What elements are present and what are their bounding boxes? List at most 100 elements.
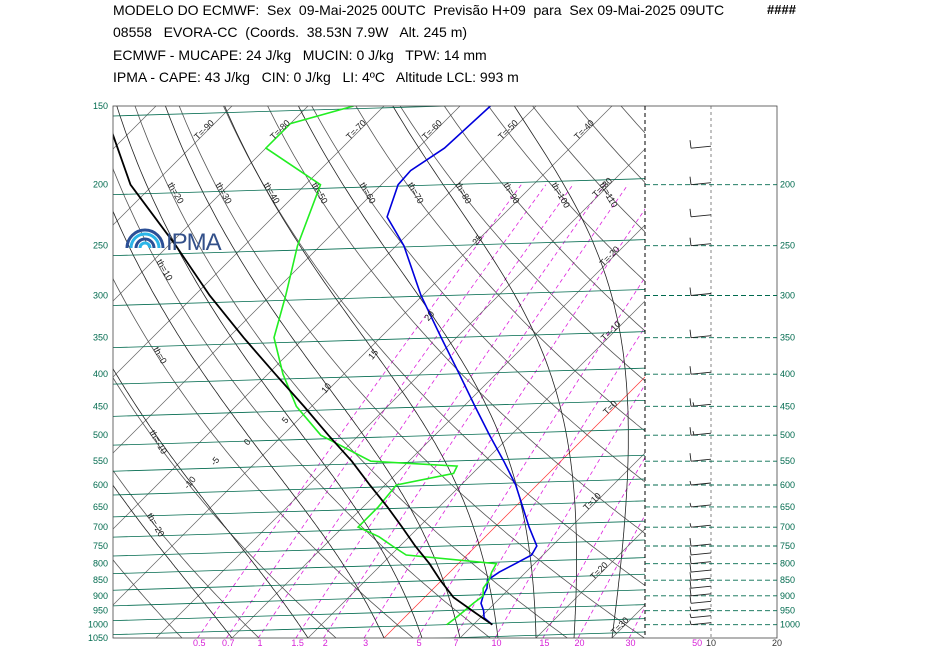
- dry-adiabat-line: [134, 106, 568, 638]
- theta-label: th=50: [310, 181, 330, 206]
- isobar-line: [113, 331, 645, 349]
- dry-adiabat-line: [0, 106, 105, 638]
- isobar-line: [113, 604, 645, 622]
- mixing-ratio-line: [226, 184, 547, 638]
- theta-label: th=80: [454, 181, 474, 206]
- dry-adiabat-line: [113, 277, 414, 638]
- pressure-label-left: 650: [93, 502, 108, 512]
- wind-barb: [689, 620, 712, 626]
- pressure-label-left: 950: [93, 606, 108, 616]
- wind-barb: [689, 366, 712, 375]
- theta-label: th=-10: [147, 428, 169, 455]
- wind-barb: [689, 595, 712, 604]
- thetae-label: 0: [242, 437, 253, 447]
- dry-adiabat-line: [532, 106, 645, 233]
- mixing-ratio-line: [696, 185, 936, 638]
- moist-adiabat-line: [392, 106, 577, 638]
- wind-barb: [689, 427, 712, 436]
- isotherm-line: [0, 106, 4, 638]
- isobar-line: [113, 618, 645, 636]
- ipma-logo-text: IPMA: [166, 229, 222, 256]
- moist-adiabat-line: [650, 106, 696, 638]
- wind-barb: [689, 564, 712, 573]
- isotherm-line: [231, 224, 645, 638]
- mixing-ratio-label: 5: [417, 638, 422, 648]
- wind-axis-label: 10: [706, 638, 716, 648]
- isotherm-label: T=10: [581, 491, 603, 513]
- pressure-label-left: 700: [93, 522, 108, 532]
- isotherm-line: [113, 106, 309, 302]
- pressure-label-left: 550: [93, 456, 108, 466]
- isotherm-line: [459, 452, 645, 638]
- isotherm-label: T=-60: [420, 118, 444, 142]
- pressure-label-left: 800: [93, 559, 108, 569]
- thetae-label: 25: [470, 233, 484, 247]
- pressure-label-right: 450: [780, 401, 795, 411]
- theta-label: th=70: [406, 181, 426, 206]
- isotherm-label: T=-40: [572, 118, 596, 142]
- pressure-label-left: 150: [93, 101, 108, 111]
- theta-label: th=60: [358, 181, 378, 206]
- pressure-label-left: 900: [93, 591, 108, 601]
- dewpoint-profile: [264, 106, 498, 626]
- pressure-label-right: 700: [780, 522, 795, 532]
- pressure-label-left: 350: [93, 333, 108, 343]
- mixing-ratio-label: 10: [491, 638, 501, 648]
- mixing-ratio-label: 2: [323, 638, 328, 648]
- pressure-label-left: 1000: [88, 620, 108, 630]
- moist-adiabat-line: [113, 368, 309, 638]
- pressure-label-right: 1000: [780, 620, 800, 630]
- isobar-line: [113, 178, 645, 196]
- mixing-ratio-label: 0.5: [193, 638, 206, 648]
- mixing-ratio-line: [577, 514, 645, 638]
- dry-adiabat-line: [113, 559, 183, 638]
- mixing-ratio-label: 20: [574, 638, 584, 648]
- mixing-ratio-label: 30: [626, 638, 636, 648]
- isotherm-line: [0, 106, 80, 638]
- isotherm-line: [113, 106, 157, 150]
- theta-label: th=100: [549, 181, 572, 210]
- isotherm-label: T=-10: [599, 319, 623, 343]
- isobar-line: [113, 589, 645, 607]
- thetae-label: -5: [209, 455, 222, 468]
- theta-label: th=90: [502, 181, 522, 206]
- header-title: MODELO DO ECMWF: Sex 09-Mai-2025 00UTC P…: [113, 2, 725, 18]
- isotherm-line: [113, 106, 537, 530]
- isobar-line: [113, 289, 645, 306]
- wind-barb: [689, 453, 712, 462]
- pressure-label-left: 450: [93, 401, 108, 411]
- mixing-ratio-label: 50: [692, 638, 702, 648]
- mixing-ratio-label: 1.5: [291, 638, 304, 648]
- isotherm-line: [113, 106, 385, 378]
- isobar-line: [432, 631, 645, 638]
- pressure-label-right: 400: [780, 369, 795, 379]
- thetae-label: 5: [280, 415, 291, 425]
- theta-label: th=40: [262, 181, 282, 206]
- mixing-ratio-line: [363, 208, 645, 638]
- pressure-label-right: 200: [780, 180, 795, 190]
- mixing-ratio-label: 0.7: [222, 638, 235, 648]
- thetae-label: 20: [422, 309, 436, 323]
- isotherm-label: T=-20: [598, 244, 622, 268]
- moist-adiabat-line: [513, 106, 629, 638]
- isotherm-line: [611, 604, 645, 638]
- isotherm-line: [113, 106, 233, 226]
- wind-barb: [689, 502, 712, 508]
- pressure-label-left: 850: [93, 575, 108, 585]
- isotherm-line: [113, 106, 461, 454]
- isobar-line: [113, 539, 645, 557]
- pressure-label-right: 350: [780, 333, 795, 343]
- mixing-ratio-line: [628, 606, 645, 638]
- mixing-ratio-line: [494, 384, 645, 638]
- dry-adiabat-line: [399, 106, 645, 382]
- wind-barb: [689, 398, 712, 407]
- mixing-ratio-label: 7: [453, 638, 458, 648]
- theta-label: th=30: [214, 181, 234, 206]
- wind-barb: [689, 580, 712, 589]
- isobar-line: [113, 454, 645, 472]
- mixing-ratio-line: [257, 184, 574, 638]
- thetae-label: 10: [319, 381, 333, 395]
- pressure-label-right: 250: [780, 241, 795, 251]
- mixing-ratio-label: 3: [363, 638, 368, 648]
